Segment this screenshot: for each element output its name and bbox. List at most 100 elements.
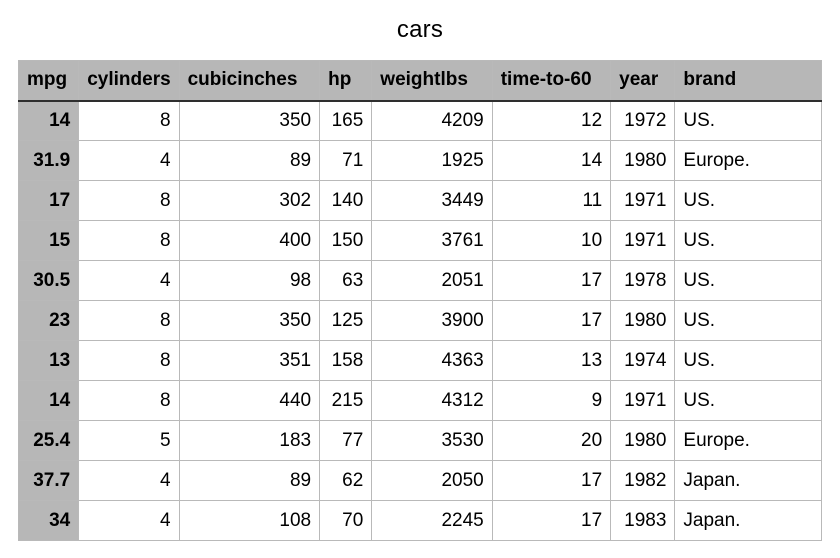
col-header-weightlbs: weightlbs	[372, 61, 492, 101]
cell-weightlbs: 3761	[372, 221, 492, 261]
page-title: cars	[18, 16, 822, 44]
table-row: 14 8 350 165 4209 12 1972 US.	[19, 101, 822, 141]
cell-year: 1983	[611, 501, 675, 541]
table-row: 15 8 400 150 3761 10 1971 US.	[19, 221, 822, 261]
cell-hp: 150	[320, 221, 372, 261]
cell-brand: Europe.	[675, 421, 822, 461]
cell-time-to-60: 17	[492, 461, 610, 501]
cell-cubicinches: 98	[179, 261, 320, 301]
cell-hp: 77	[320, 421, 372, 461]
cell-cubicinches: 89	[179, 461, 320, 501]
cell-cylinders: 4	[79, 461, 179, 501]
col-header-time-to-60: time-to-60	[492, 61, 610, 101]
cell-weightlbs: 2245	[372, 501, 492, 541]
table-row: 23 8 350 125 3900 17 1980 US.	[19, 301, 822, 341]
cell-weightlbs: 2051	[372, 261, 492, 301]
table-row: 14 8 440 215 4312 9 1971 US.	[19, 381, 822, 421]
table-header-row: mpg cylinders cubicinches hp weightlbs t…	[19, 61, 822, 101]
cell-cubicinches: 89	[179, 141, 320, 181]
cell-time-to-60: 17	[492, 301, 610, 341]
cell-cubicinches: 351	[179, 341, 320, 381]
cell-cylinders: 4	[79, 261, 179, 301]
cell-year: 1972	[611, 101, 675, 141]
cell-mpg: 15	[19, 221, 79, 261]
table-body: 14 8 350 165 4209 12 1972 US. 31.9 4 89 …	[19, 101, 822, 541]
cell-brand: US.	[675, 261, 822, 301]
cell-cubicinches: 350	[179, 301, 320, 341]
cell-hp: 62	[320, 461, 372, 501]
cell-cylinders: 8	[79, 341, 179, 381]
cell-brand: US.	[675, 381, 822, 421]
cell-mpg: 31.9	[19, 141, 79, 181]
col-header-cylinders: cylinders	[79, 61, 179, 101]
cell-cubicinches: 350	[179, 101, 320, 141]
cell-mpg: 14	[19, 381, 79, 421]
table-row: 37.7 4 89 62 2050 17 1982 Japan.	[19, 461, 822, 501]
cell-weightlbs: 3530	[372, 421, 492, 461]
cell-cubicinches: 440	[179, 381, 320, 421]
cell-mpg: 14	[19, 101, 79, 141]
cell-year: 1982	[611, 461, 675, 501]
cell-brand: Europe.	[675, 141, 822, 181]
cell-time-to-60: 17	[492, 501, 610, 541]
col-header-mpg: mpg	[19, 61, 79, 101]
table-row: 31.9 4 89 71 1925 14 1980 Europe.	[19, 141, 822, 181]
cell-year: 1971	[611, 381, 675, 421]
cell-cylinders: 8	[79, 381, 179, 421]
cell-brand: US.	[675, 181, 822, 221]
cell-mpg: 37.7	[19, 461, 79, 501]
cell-year: 1980	[611, 301, 675, 341]
table-row: 13 8 351 158 4363 13 1974 US.	[19, 341, 822, 381]
cell-cylinders: 8	[79, 101, 179, 141]
cell-cylinders: 4	[79, 501, 179, 541]
cell-weightlbs: 4363	[372, 341, 492, 381]
cell-weightlbs: 3900	[372, 301, 492, 341]
cell-mpg: 13	[19, 341, 79, 381]
cell-cylinders: 8	[79, 221, 179, 261]
cell-brand: Japan.	[675, 461, 822, 501]
cell-cylinders: 8	[79, 301, 179, 341]
cell-mpg: 30.5	[19, 261, 79, 301]
cell-time-to-60: 11	[492, 181, 610, 221]
cell-brand: US.	[675, 221, 822, 261]
cell-brand: US.	[675, 101, 822, 141]
cell-time-to-60: 10	[492, 221, 610, 261]
cell-brand: US.	[675, 301, 822, 341]
cell-hp: 125	[320, 301, 372, 341]
cell-hp: 215	[320, 381, 372, 421]
cell-cylinders: 8	[79, 181, 179, 221]
col-header-hp: hp	[320, 61, 372, 101]
cell-weightlbs: 4209	[372, 101, 492, 141]
cell-hp: 70	[320, 501, 372, 541]
cell-mpg: 34	[19, 501, 79, 541]
cell-cubicinches: 400	[179, 221, 320, 261]
table-row: 30.5 4 98 63 2051 17 1978 US.	[19, 261, 822, 301]
cell-year: 1971	[611, 181, 675, 221]
cell-hp: 71	[320, 141, 372, 181]
cell-year: 1980	[611, 141, 675, 181]
cell-cubicinches: 302	[179, 181, 320, 221]
cell-brand: Japan.	[675, 501, 822, 541]
cell-time-to-60: 14	[492, 141, 610, 181]
cell-brand: US.	[675, 341, 822, 381]
cell-cubicinches: 183	[179, 421, 320, 461]
col-header-brand: brand	[675, 61, 822, 101]
cell-hp: 63	[320, 261, 372, 301]
cars-table: mpg cylinders cubicinches hp weightlbs t…	[18, 60, 822, 541]
cell-year: 1978	[611, 261, 675, 301]
cell-year: 1974	[611, 341, 675, 381]
cell-time-to-60: 17	[492, 261, 610, 301]
col-header-cubicinches: cubicinches	[179, 61, 320, 101]
cell-time-to-60: 20	[492, 421, 610, 461]
page-root: cars mpg cylinders cubicinches hp weight…	[0, 0, 840, 541]
col-header-year: year	[611, 61, 675, 101]
cell-weightlbs: 3449	[372, 181, 492, 221]
cell-hp: 140	[320, 181, 372, 221]
cell-cylinders: 5	[79, 421, 179, 461]
cell-weightlbs: 4312	[372, 381, 492, 421]
cell-cubicinches: 108	[179, 501, 320, 541]
cell-time-to-60: 9	[492, 381, 610, 421]
cell-weightlbs: 1925	[372, 141, 492, 181]
cell-mpg: 23	[19, 301, 79, 341]
cell-hp: 158	[320, 341, 372, 381]
